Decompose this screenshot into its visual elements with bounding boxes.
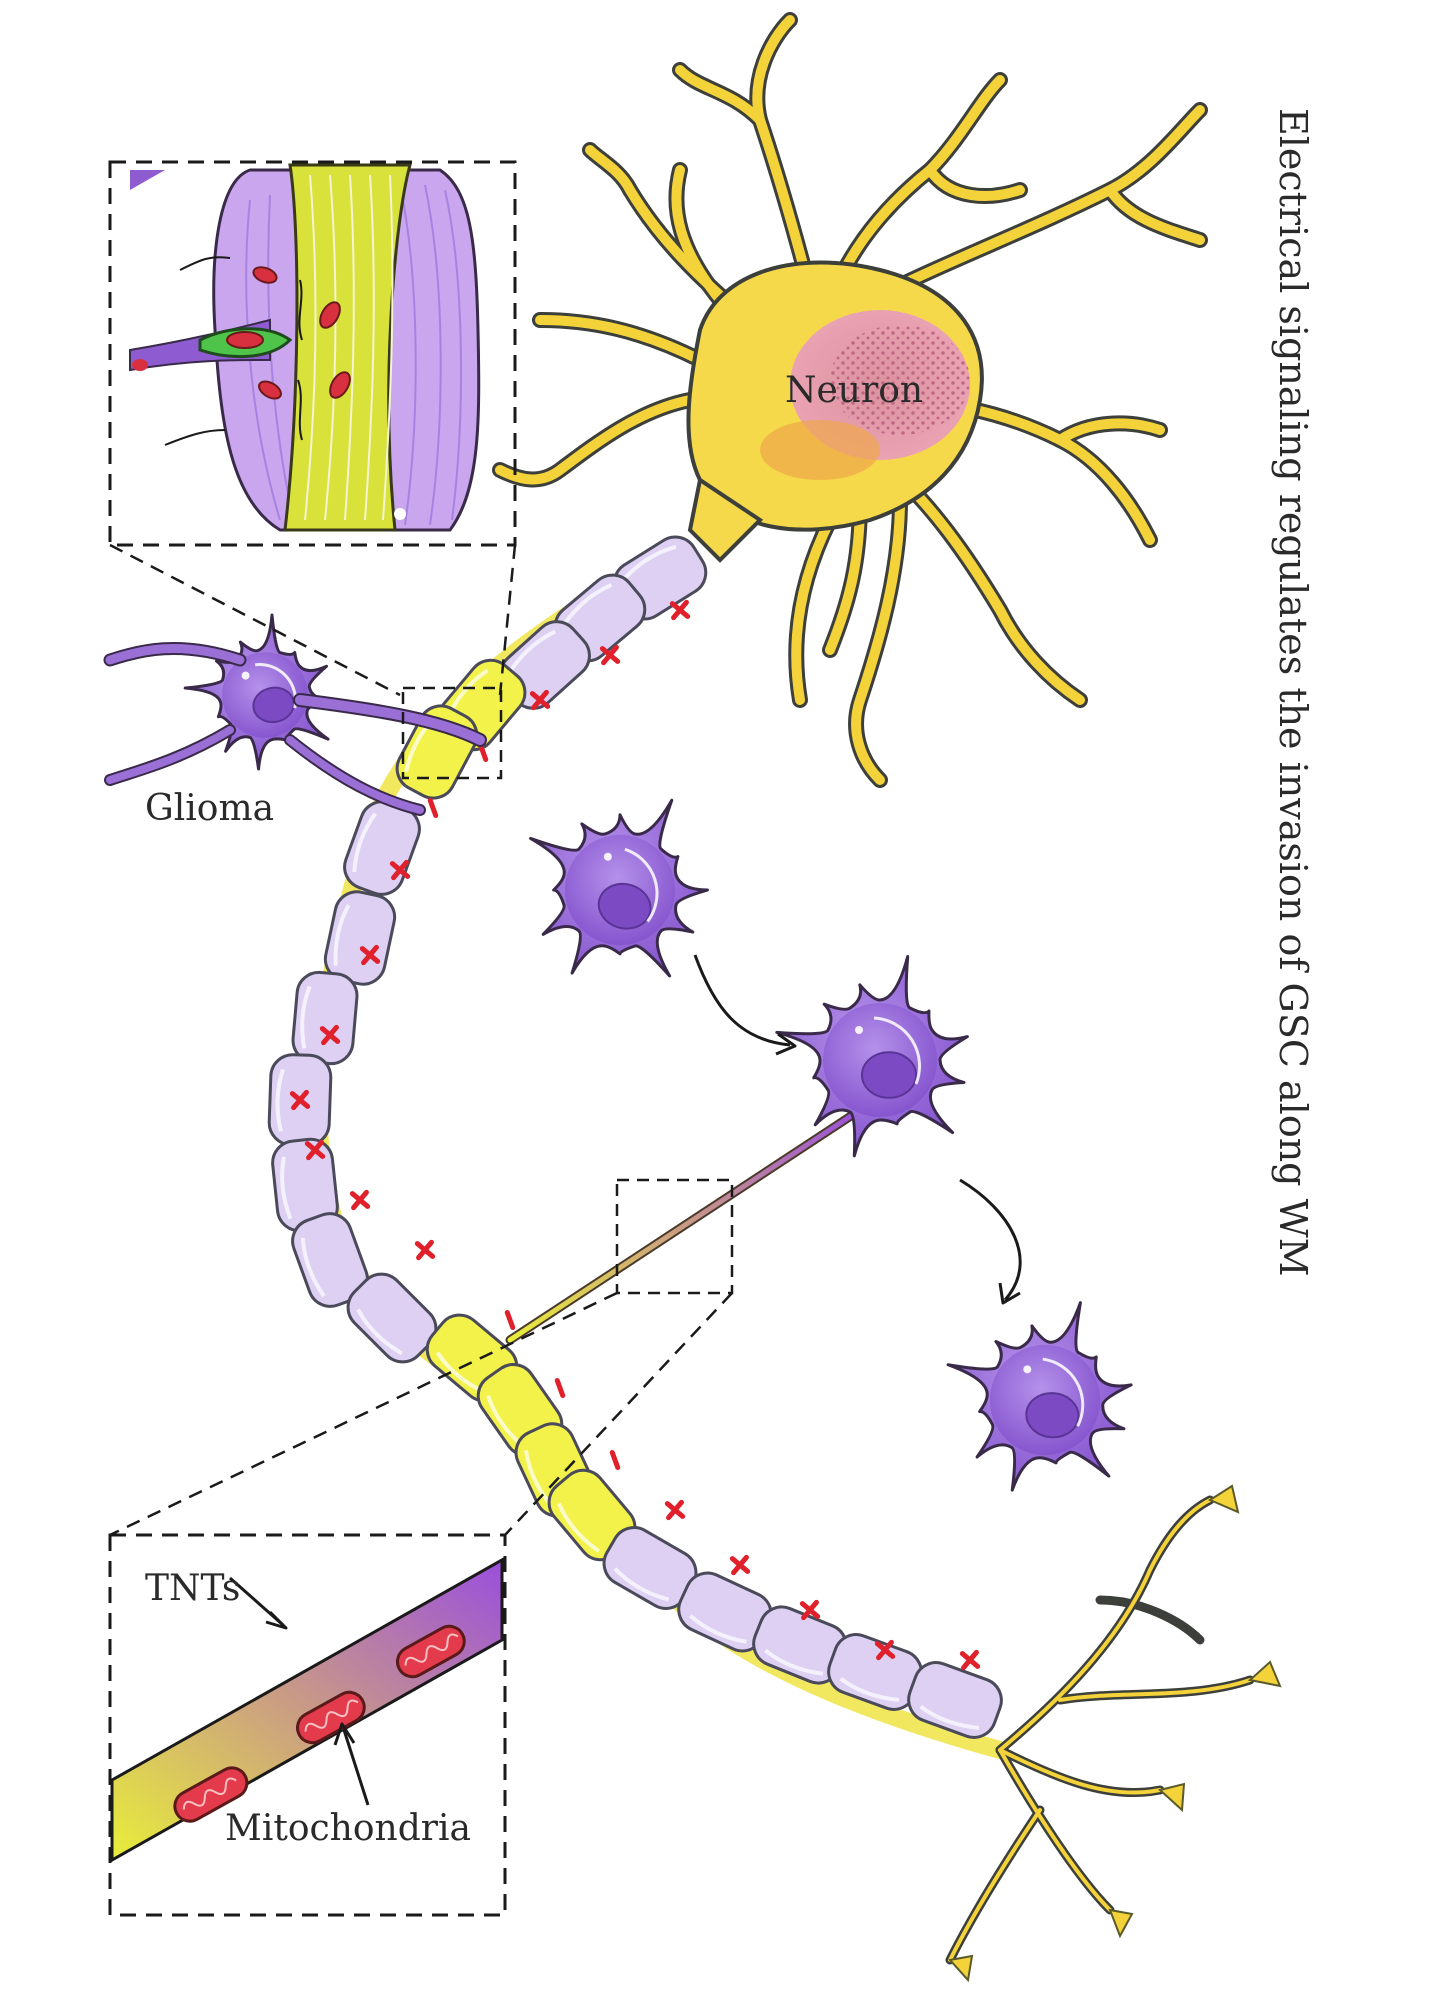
minus-charge: [427, 797, 439, 819]
tnts-label: TNTs: [145, 1568, 240, 1609]
myelin-sheath: [346, 1272, 438, 1364]
minus-charge: [477, 741, 489, 763]
arrow-icon: [693, 954, 791, 1047]
glioma-cells: [103, 613, 1133, 1492]
plus-charge: [599, 644, 621, 666]
minus-charge: [504, 1309, 516, 1331]
myelin-sheath: [291, 970, 359, 1066]
plus-charge: [359, 944, 381, 966]
plus-charge: [529, 689, 551, 711]
glioma-processes: [103, 641, 487, 816]
plus-charge: [304, 1139, 326, 1161]
arrow-icon: [959, 1178, 1022, 1301]
myelin-sheath: [291, 1212, 369, 1308]
plus-charge: [289, 1089, 311, 1111]
neuron-label: Neuron: [785, 370, 923, 411]
plus-charge: [349, 1189, 371, 1211]
myelin-sheath: [907, 1661, 1003, 1739]
plus-charge: [319, 1024, 341, 1046]
axon-charges: [289, 599, 981, 1671]
neuron-cell: [492, 12, 1208, 788]
plus-charge: [799, 1599, 821, 1621]
plus-charge: [729, 1554, 751, 1576]
mitochondria-icon: [173, 1624, 466, 1823]
tnt-connection: [505, 1105, 865, 1345]
zoom-box-tnt: [108, 1178, 734, 1917]
plus-charge: [414, 1239, 436, 1261]
myelin-sheaths: [267, 535, 1003, 1739]
minus-charge: [609, 1449, 621, 1471]
plus-charge: [669, 599, 691, 621]
figure-title: Electrical signaling regulates the invas…: [1271, 108, 1315, 1277]
plus-charge: [959, 1649, 981, 1671]
plus-charge: [664, 1499, 686, 1521]
migration-arrows: [693, 954, 1022, 1305]
glioma-cell: [775, 955, 969, 1158]
glioma-cell: [946, 1301, 1133, 1492]
myelin-sheath: [547, 1468, 637, 1562]
glioma-cell: [183, 613, 332, 771]
glioma-label: Glioma: [145, 788, 274, 829]
plus-charge: [874, 1639, 896, 1661]
zoom-box-synapse: [108, 160, 517, 780]
mitochondria-label: Mitochondria: [225, 1808, 471, 1849]
axon-terminal: [945, 1484, 1282, 1983]
myelin-sheath: [677, 1571, 773, 1653]
minus-charge: [554, 1377, 566, 1399]
plus-charge: [389, 859, 411, 881]
glioma-cell: [529, 798, 709, 978]
label-arrows: [229, 1576, 370, 1806]
